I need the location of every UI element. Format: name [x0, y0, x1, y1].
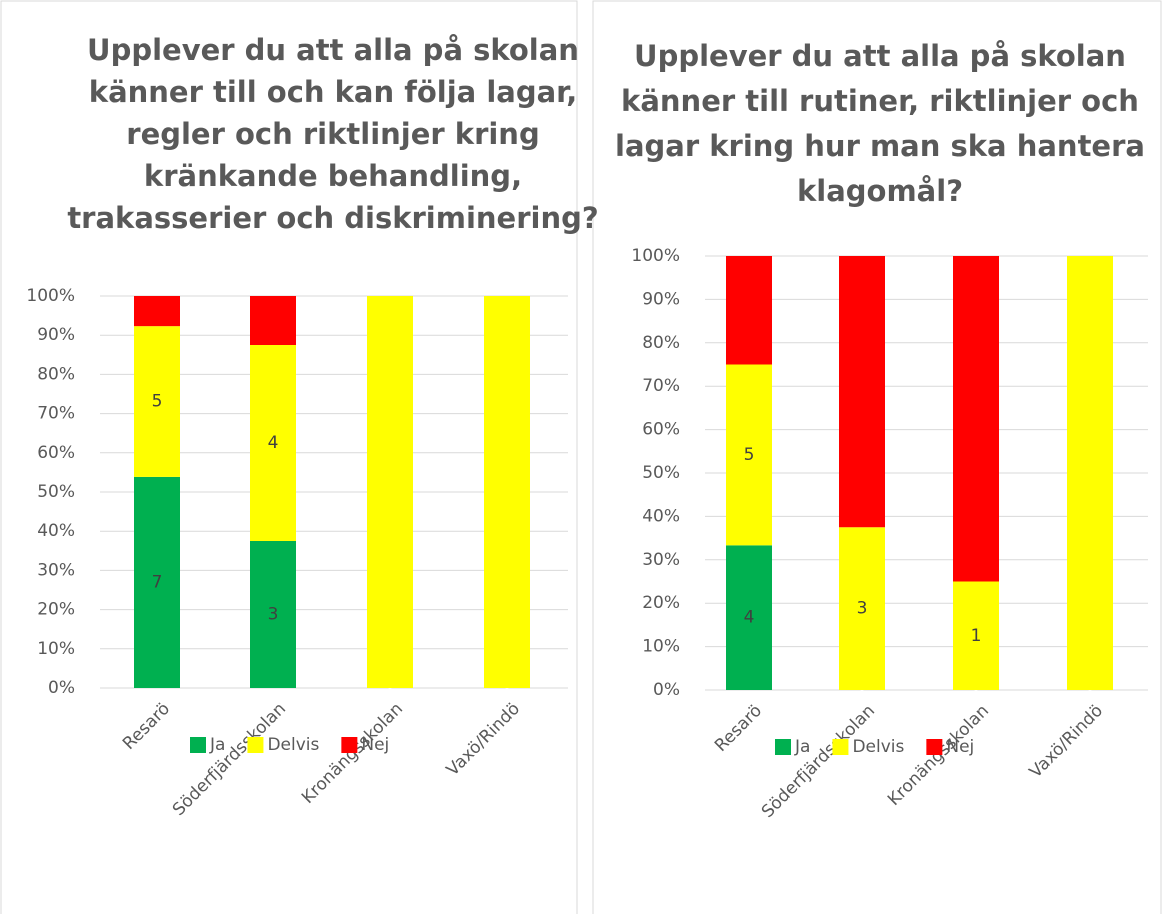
legend-label: Ja — [794, 737, 810, 757]
chart-title: Upplever du att alla på skolan — [87, 33, 579, 67]
x-tick-label: Resarö — [711, 701, 766, 756]
y-tick-label: 20% — [642, 593, 680, 613]
data-label: 3 — [268, 605, 279, 625]
chart-title: kränkande behandling, — [144, 159, 522, 193]
bar-segment — [250, 296, 296, 345]
data-label: 1 — [971, 626, 982, 646]
y-tick-label: 10% — [37, 639, 75, 659]
x-tick-label: Resarö — [119, 699, 174, 754]
y-tick-label: 90% — [642, 289, 680, 309]
bar-segment — [1067, 256, 1113, 690]
legend-label: Nej — [361, 735, 389, 755]
chart-title: känner till rutiner, riktlinjer och — [621, 84, 1139, 118]
bar-segment — [726, 545, 772, 690]
legend-swatch — [190, 737, 206, 753]
y-tick-label: 70% — [37, 404, 75, 424]
y-tick-label: 100% — [631, 246, 680, 266]
y-tick-label: 70% — [642, 376, 680, 396]
data-label: 5 — [152, 392, 163, 412]
bar-segment — [134, 476, 180, 688]
bar-segment — [953, 581, 999, 690]
y-tick-label: 60% — [642, 420, 680, 440]
legend-label: Delvis — [852, 737, 904, 757]
bar-segment — [134, 326, 180, 477]
bar-segment — [250, 541, 296, 688]
bar-segment — [839, 527, 885, 690]
bar-segment — [726, 256, 772, 365]
data-label: 3 — [857, 599, 868, 619]
chart-title: regler och riktlinjer kring — [126, 117, 539, 151]
y-tick-label: 50% — [37, 482, 75, 502]
data-label: 4 — [268, 433, 279, 453]
y-tick-label: 10% — [642, 637, 680, 657]
chart-title: lagar kring hur man ska hantera — [615, 129, 1145, 163]
y-tick-label: 30% — [642, 550, 680, 570]
y-tick-label: 0% — [48, 678, 75, 698]
data-label: 7 — [152, 572, 163, 592]
chart-title: trakasserier och diskriminering? — [67, 201, 598, 235]
x-tick-label: Vaxö/Rindö — [1026, 701, 1107, 782]
legend-swatch — [926, 739, 943, 755]
bar-segment — [134, 296, 180, 327]
y-tick-label: 80% — [642, 333, 680, 353]
data-label: 5 — [744, 445, 755, 465]
x-tick-label: Vaxö/Rindö — [443, 699, 524, 780]
x-tick-label: Söderfjärdsskolan — [169, 699, 290, 820]
chart-title: känner till och kan följa lagar, — [89, 75, 577, 109]
panel-border — [0, 0, 578, 914]
bar-segment — [726, 364, 772, 546]
y-tick-label: 0% — [653, 680, 680, 700]
legend-label: Ja — [209, 735, 225, 755]
y-tick-label: 40% — [37, 521, 75, 541]
legend-swatch — [247, 737, 264, 753]
x-tick-label: Söderfjärdsskolan — [758, 701, 879, 822]
bar-segment — [484, 296, 530, 688]
y-tick-label: 90% — [37, 325, 75, 345]
y-tick-label: 60% — [37, 443, 75, 463]
bar-segment — [953, 256, 999, 582]
y-tick-label: 100% — [26, 286, 75, 306]
panel-border — [592, 0, 1162, 914]
bar-segment — [367, 296, 413, 688]
chart-title: klagomål? — [797, 174, 963, 208]
legend-swatch — [775, 739, 791, 755]
data-label: 4 — [744, 608, 755, 628]
legend-swatch — [341, 737, 358, 753]
y-tick-label: 40% — [642, 506, 680, 526]
bar-segment — [839, 256, 885, 528]
y-tick-label: 50% — [642, 463, 680, 483]
y-tick-label: 80% — [37, 364, 75, 384]
legend-label: Nej — [946, 737, 974, 757]
y-tick-label: 20% — [37, 600, 75, 620]
chart-title: Upplever du att alla på skolan — [634, 39, 1126, 73]
legend-label: Delvis — [267, 735, 319, 755]
bar-segment — [250, 345, 296, 541]
y-tick-label: 30% — [37, 560, 75, 580]
legend-swatch — [832, 739, 849, 755]
